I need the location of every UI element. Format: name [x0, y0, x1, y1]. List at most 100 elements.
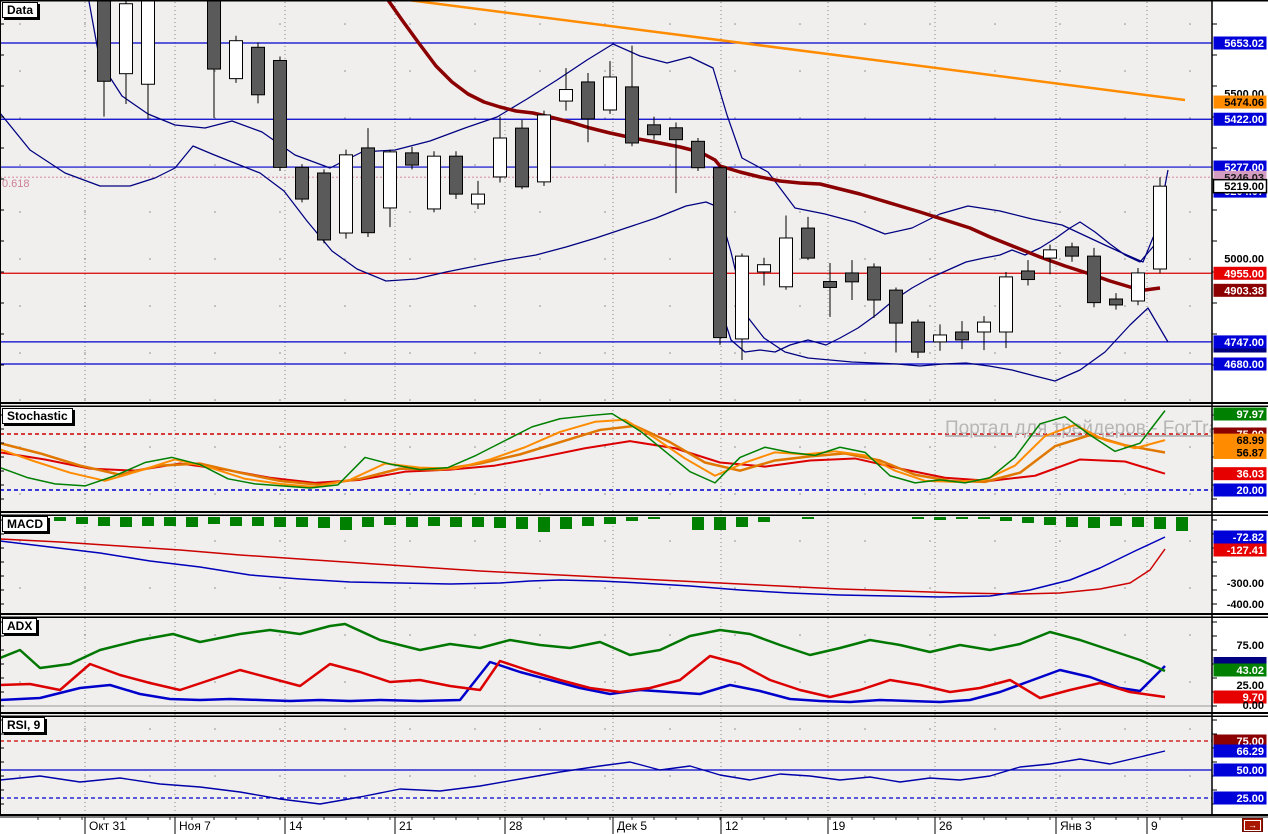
svg-text:5474.06: 5474.06	[1224, 97, 1264, 109]
candle	[471, 180, 485, 209]
candle	[735, 253, 749, 361]
candle	[383, 149, 397, 228]
candle	[361, 128, 375, 237]
price-panel	[0, 1, 1212, 382]
svg-text:50.00: 50.00	[1236, 765, 1264, 777]
axis-label: 5219.00	[1212, 178, 1268, 194]
svg-text:9.70: 9.70	[1243, 692, 1264, 704]
axis-label: -400.00	[1227, 599, 1264, 611]
svg-text:20.00: 20.00	[1236, 485, 1264, 497]
candle	[911, 319, 925, 359]
svg-text:36.03: 36.03	[1236, 469, 1264, 481]
x-axis-tick-label: Ноя 7	[179, 819, 211, 833]
svg-text:5219.00: 5219.00	[1224, 181, 1264, 193]
svg-text:68.99: 68.99	[1236, 435, 1264, 447]
axis-label: -300.00	[1227, 578, 1264, 590]
candle	[933, 324, 947, 351]
adx-panel	[0, 622, 1212, 707]
candle	[955, 321, 969, 350]
candle	[339, 149, 353, 239]
svg-text:0.00: 0.00	[1243, 700, 1264, 712]
candle	[999, 271, 1013, 349]
candle	[449, 151, 463, 200]
candle	[581, 73, 595, 143]
svg-text:-300.00: -300.00	[1227, 578, 1264, 590]
x-axis-tick-label: 19	[832, 819, 846, 833]
candle	[603, 61, 617, 114]
candle	[625, 45, 639, 147]
panel-label-macd: MACD	[2, 516, 48, 532]
svg-text:43.02: 43.02	[1236, 665, 1264, 677]
candle	[141, 1, 155, 120]
svg-text:4747.00: 4747.00	[1224, 337, 1264, 349]
candle	[867, 263, 881, 318]
svg-text:5000.00: 5000.00	[1224, 253, 1264, 265]
axis-label: 5474.06	[1213, 95, 1267, 109]
axis-label: 4680.00	[1213, 357, 1267, 371]
panel-label-stochastic: Stochastic	[2, 408, 73, 424]
axis-label: 36.03	[1213, 467, 1267, 481]
svg-text:56.87: 56.87	[1236, 447, 1264, 459]
svg-text:-127.41: -127.41	[1227, 545, 1264, 557]
x-axis-tick-label: Дек 5	[617, 819, 647, 833]
svg-text:97.97: 97.97	[1236, 409, 1264, 421]
candle	[97, 1, 111, 117]
axis-label: 5422.00	[1213, 112, 1267, 126]
svg-text:5653.02: 5653.02	[1224, 38, 1264, 50]
candle	[1153, 177, 1167, 274]
candle	[669, 122, 683, 194]
candle	[427, 151, 441, 213]
scroll-right-icon: →	[1244, 819, 1261, 831]
candle	[273, 56, 287, 172]
axis-label: 4955.00	[1213, 266, 1267, 280]
candle	[493, 116, 507, 183]
candle	[889, 287, 903, 353]
svg-text:-400.00: -400.00	[1227, 599, 1264, 611]
candle	[713, 165, 727, 345]
candle	[647, 116, 661, 140]
candle	[823, 263, 837, 317]
panel-label-adx: ADX	[2, 618, 38, 634]
stochastic-panel: Портал для трейдеров - ForTrader.ru	[0, 410, 1212, 491]
axis-label: 4903.38	[1213, 283, 1267, 297]
panel-label-data: Data	[2, 2, 39, 18]
axis-label: -127.41	[1213, 543, 1267, 557]
candle	[801, 216, 815, 261]
candle	[1087, 247, 1101, 308]
candle	[405, 146, 419, 170]
candle	[1131, 267, 1145, 306]
axis-label: 5000.00	[1224, 253, 1264, 265]
axis-label: 5653.02	[1213, 36, 1267, 50]
axis-label: 4747.00	[1213, 335, 1267, 349]
svg-text:4903.38: 4903.38	[1224, 285, 1264, 297]
panel-label-rsi: RSI, 9	[2, 717, 46, 733]
scroll-right-button[interactable]: →	[1242, 818, 1263, 832]
candle	[537, 110, 551, 186]
candle	[317, 169, 331, 244]
candle	[515, 119, 529, 190]
axis-label: 9.70	[1213, 690, 1267, 704]
x-axis-tick-label: 12	[725, 819, 739, 833]
candle	[977, 316, 991, 351]
axis-label: 66.29	[1213, 744, 1267, 758]
svg-text:25.00: 25.00	[1236, 680, 1264, 692]
candle	[229, 35, 243, 83]
x-axis-tick-label: Янв 3	[1060, 819, 1092, 833]
x-axis-tick-label: 14	[289, 819, 303, 833]
axis-label: 43.02	[1213, 663, 1267, 677]
x-axis-tick-label: 9	[1151, 819, 1158, 833]
svg-text:5422.00: 5422.00	[1224, 114, 1264, 126]
axis-label: 75.00	[1236, 640, 1264, 652]
candle	[295, 164, 309, 203]
candle	[119, 1, 133, 105]
fib-level-label: 0.618	[2, 178, 30, 190]
candle	[691, 138, 705, 172]
candle	[845, 260, 859, 300]
rsi-panel	[0, 740, 1212, 805]
x-axis-tick-label: 28	[509, 819, 523, 833]
axis-label: 25.00	[1213, 791, 1267, 805]
x-axis-tick-label: 26	[939, 819, 953, 833]
axis-label: 68.99	[1213, 433, 1267, 447]
